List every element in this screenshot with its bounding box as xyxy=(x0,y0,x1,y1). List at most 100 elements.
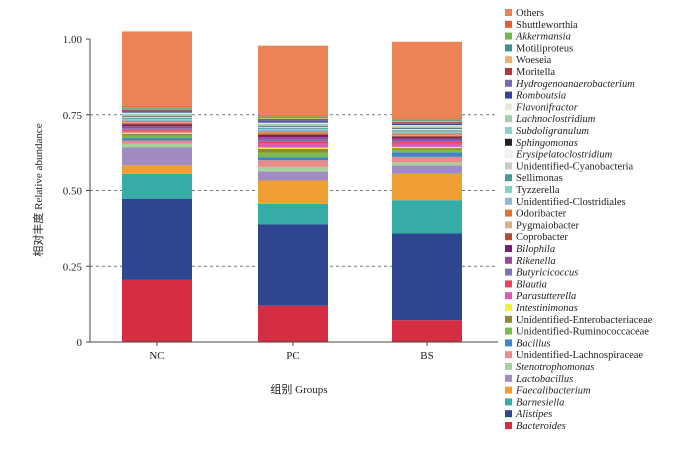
bar-segment xyxy=(258,171,328,181)
legend-label: Lactobacillus xyxy=(515,374,573,385)
legend-label: Rikenella xyxy=(515,256,556,267)
bar-segment xyxy=(392,126,462,128)
legend-swatch xyxy=(505,197,512,205)
legend-label: Woeseia xyxy=(516,55,552,66)
bar-segment xyxy=(122,126,192,129)
bar-segment xyxy=(122,31,192,106)
bar-segment xyxy=(392,149,462,153)
x-tick-label: PC xyxy=(286,350,299,362)
legend-swatch xyxy=(505,79,512,87)
bar-segment xyxy=(122,117,192,119)
bar-segment xyxy=(392,119,462,121)
legend-swatch xyxy=(505,56,512,64)
bar-segment xyxy=(392,146,462,149)
bar-segment xyxy=(258,118,328,119)
y-axis-label: 相对丰度 Relative abundance xyxy=(31,123,45,256)
legend-label: Sellimonas xyxy=(516,173,563,184)
bar-segment xyxy=(392,140,462,143)
legend-swatch xyxy=(505,91,512,99)
bar-segment xyxy=(258,166,328,172)
legend-label: Romboutsia xyxy=(515,91,566,102)
bar-segment xyxy=(392,127,462,129)
bar-segment xyxy=(392,320,462,342)
bar-segment xyxy=(122,115,192,117)
bar-segment xyxy=(258,134,328,138)
bar-segment xyxy=(258,133,328,135)
bar-segment xyxy=(392,136,462,139)
bar-segment xyxy=(392,122,462,123)
legend-label: Motiliproteus xyxy=(516,43,573,54)
legend-swatch xyxy=(505,339,512,347)
bar-segment xyxy=(122,279,192,342)
legend-swatch xyxy=(505,174,512,182)
bar-segment xyxy=(122,165,192,174)
bar-segment xyxy=(392,200,462,234)
bar-segment xyxy=(122,121,192,123)
legend-label: Coprobacter xyxy=(516,232,568,243)
bar-segment xyxy=(122,108,192,110)
legend-swatch xyxy=(504,150,513,158)
bar-segment xyxy=(122,140,192,144)
legend-swatch xyxy=(505,256,512,264)
legend-label: Unidentified-Clostridiales xyxy=(516,197,626,208)
bar-segment xyxy=(122,138,192,141)
bar-segment xyxy=(392,165,462,174)
x-tick-label: BS xyxy=(420,350,433,362)
legend-label: Intestinimonas xyxy=(515,303,578,314)
bar-segment xyxy=(122,128,192,130)
legend-swatch xyxy=(505,374,512,382)
legend-label: Bacillus xyxy=(516,338,550,349)
bar-segment xyxy=(122,173,192,199)
bar-segment xyxy=(392,128,462,130)
bar-segment xyxy=(392,128,462,129)
bar-segment xyxy=(122,129,192,131)
legend-label: Odoribacter xyxy=(516,209,567,220)
legend-swatch xyxy=(505,327,512,335)
legend-swatch xyxy=(505,410,512,418)
legend-label: Shuttleworthia xyxy=(516,20,578,31)
legend-swatch xyxy=(505,138,512,146)
bar-segment xyxy=(122,198,192,280)
bar-segment xyxy=(258,152,328,158)
bar-segment xyxy=(392,135,462,137)
bar-segment xyxy=(392,162,462,166)
bar-segment xyxy=(122,118,192,119)
legend-swatch xyxy=(505,292,512,300)
legend-label: Bacteroides xyxy=(516,421,566,432)
bar-segment xyxy=(122,115,192,116)
y-tick-label: 1.00 xyxy=(63,34,83,46)
legend-swatch xyxy=(505,68,512,75)
bar-segment xyxy=(122,123,192,125)
bar-segment xyxy=(392,122,462,124)
bar-segment xyxy=(392,133,462,135)
bar-segment xyxy=(122,116,192,118)
bar-segment xyxy=(122,105,192,107)
legend-swatch xyxy=(505,221,512,229)
x-tick-label: NC xyxy=(149,350,164,362)
legend-swatch xyxy=(505,386,512,394)
legend-swatch xyxy=(505,245,512,252)
legend-label: Flavonifractor xyxy=(515,102,579,113)
bar-segment xyxy=(258,128,328,129)
bar-segment xyxy=(392,173,462,201)
legend-label: Others xyxy=(516,8,544,19)
bar-segment xyxy=(258,122,328,124)
bar-segment xyxy=(258,45,328,116)
bar-segment xyxy=(392,132,462,134)
bar-segment xyxy=(258,147,328,149)
legend-label: Butyricicoccus xyxy=(516,268,578,279)
bar-segment xyxy=(122,133,192,136)
bar-segment xyxy=(258,180,328,204)
bar-segment xyxy=(392,125,462,127)
legend-label: Hydrogenoanaerobacterium xyxy=(515,79,635,90)
legend-swatch xyxy=(505,209,512,217)
bar-segment xyxy=(392,152,462,157)
legend-swatch xyxy=(505,315,512,323)
bar-segment xyxy=(122,118,192,120)
bar-segment xyxy=(122,143,192,148)
bar-segment xyxy=(122,107,192,109)
legend-swatch xyxy=(505,9,512,16)
bar-segment xyxy=(392,143,462,147)
legend-swatch xyxy=(505,115,512,123)
